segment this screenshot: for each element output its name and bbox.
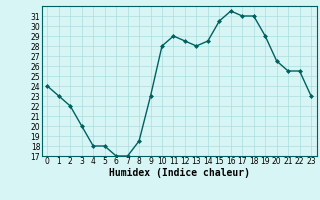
- X-axis label: Humidex (Indice chaleur): Humidex (Indice chaleur): [109, 168, 250, 178]
